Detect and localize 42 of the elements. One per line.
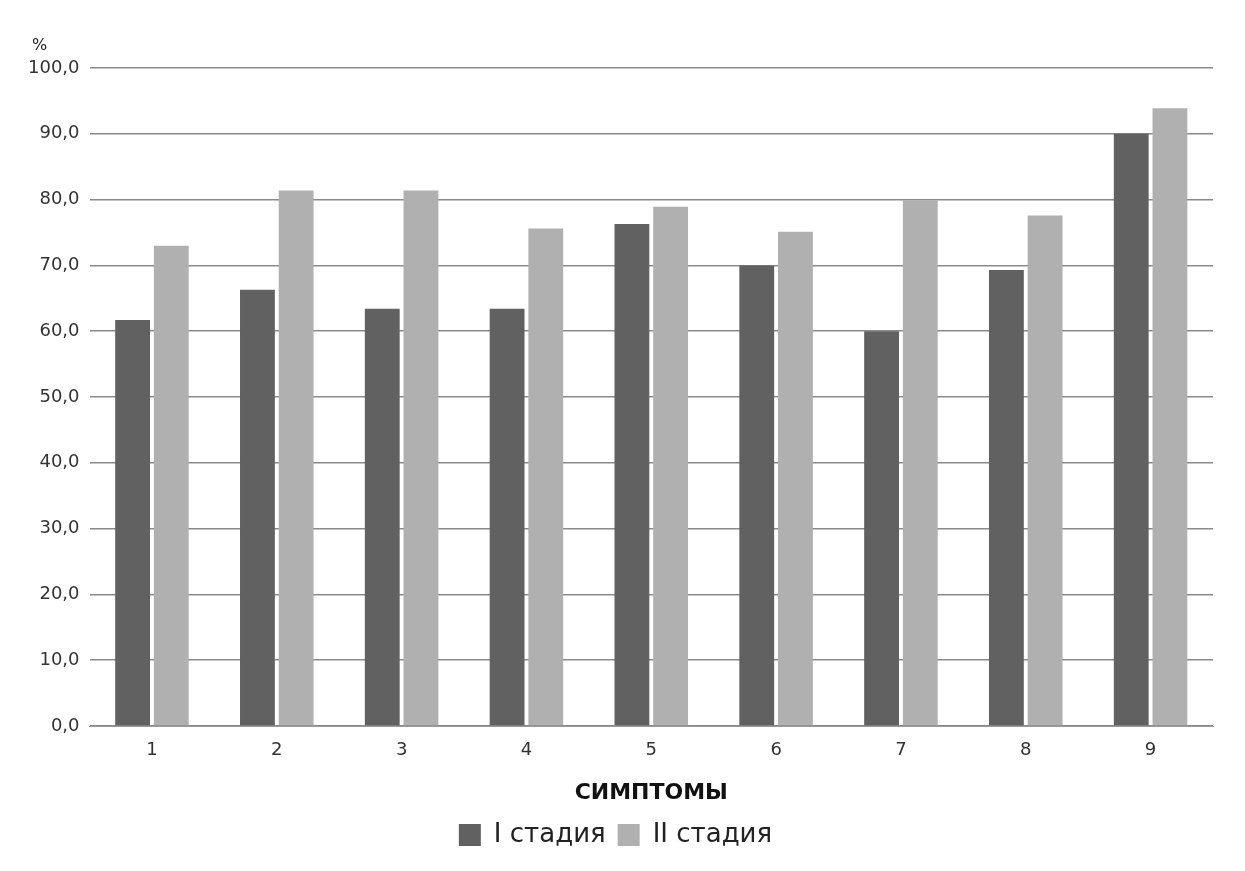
x-tick-label: 8 [1020,738,1032,760]
bar [988,270,1024,726]
y-axis-title: % [32,35,48,55]
bar [240,289,275,726]
bar [1113,133,1149,726]
bar [153,245,189,726]
bar [614,223,650,726]
x-tick-label: 6 [770,738,782,760]
y-tick-label: 70,0 [39,253,80,275]
y-tick-label: 30,0 [39,516,80,538]
y-tick-label: 10,0 [39,647,80,669]
legend-label: II стадия [652,817,773,848]
x-tick-label: 5 [645,738,657,760]
bar [739,265,775,726]
bar [489,308,525,726]
x-tick-label: 7 [895,738,907,760]
bar [1027,215,1063,726]
bar [364,308,400,726]
x-tick-label: 1 [146,738,158,760]
y-tick-label: 50,0 [39,384,80,406]
bar [864,331,899,726]
y-tick-label: 40,0 [39,450,80,472]
bar [115,320,151,726]
legend-label: I стадия [493,817,606,848]
y-tick-label: 90,0 [39,121,80,143]
x-tick-label: 4 [520,738,533,760]
y-tick-label: 60,0 [39,318,80,340]
x-tick-label: 2 [271,738,283,760]
bar [403,190,439,726]
bar [528,228,564,726]
y-tick-label: 20,0 [39,582,80,604]
bar [778,231,813,726]
y-tick-label: 100,0 [28,55,80,77]
x-axis-title: СИМПТОМЫ [574,778,728,804]
bar [1152,108,1188,726]
bar [653,206,689,726]
bar [278,190,314,726]
y-tick-label: 80,0 [39,187,80,209]
x-tick-label: 3 [395,738,408,760]
x-tick-label: 9 [1144,738,1157,760]
y-tick-label: 0,0 [50,713,80,735]
bar [902,200,938,726]
